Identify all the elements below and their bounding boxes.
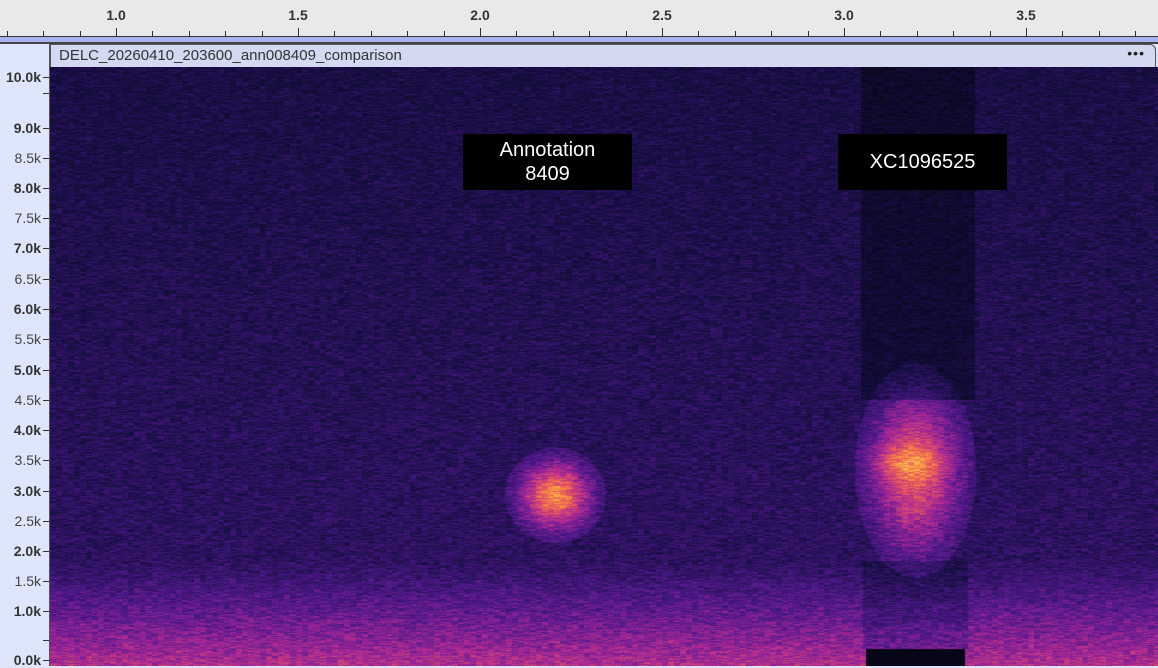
ruler-tick [516,31,518,36]
ruler-tick [698,31,700,36]
frequency-label: 2.0k [13,543,41,559]
frequency-tick [43,128,49,129]
frequency-tick [43,611,49,612]
frequency-label: 3.5k [14,452,41,468]
ruler-tick [552,31,554,36]
frequency-label: 0.0k [13,652,41,668]
frequency-tick [43,400,49,401]
frequency-tick [43,188,49,189]
frequency-label: 8.0k [13,180,41,196]
frequency-tick [43,430,49,431]
frequency-tick [43,218,49,219]
frequency-tick [43,158,49,159]
frequency-tick [43,248,49,249]
frequency-label: 1.5k [14,573,41,589]
frequency-label: 7.0k [13,240,41,256]
ruler-tick [261,31,263,36]
more-dots-icon[interactable]: ••• [1127,45,1145,61]
frequency-label: 9.0k [13,120,41,136]
frequency-label: 4.0k [13,422,41,438]
frequency-tick [43,460,49,461]
ruler-tick [370,31,372,36]
frequency-tick [43,93,49,94]
frequency-label: 6.0k [13,301,41,317]
frequency-tick [43,491,49,492]
ruler-tick [334,31,336,36]
frequency-label: 4.5k [14,392,41,408]
frequency-tick [43,521,49,522]
frequency-tick [43,581,49,582]
frequency-label: 5.5k [14,331,41,347]
ruler-tick [625,31,627,36]
ruler-tick [807,31,809,36]
frequency-label: 5.0k [13,362,41,378]
ruler-tick [916,31,918,36]
ruler-tick [152,31,154,36]
frequency-tick [43,370,49,371]
frequency-tick [43,640,49,641]
frequency-label: 7.5k [14,210,41,226]
ruler-tick [443,31,445,36]
timeline-selection-bar[interactable] [0,37,1158,44]
ruler-tick [43,31,45,36]
frequency-tick [43,279,49,280]
ruler-tick [589,31,591,36]
ruler-label: 1.0 [106,7,126,23]
ruler-tick [1135,31,1137,36]
frequency-tick [43,660,49,661]
frequency-axis: 10.0k 9.0k 8.5k 8.0k 7.5k 7.0k 6.5k 6.0k 5.5k 5.0… [0,44,50,668]
ruler-tick [1098,31,1100,36]
frequency-tick [43,551,49,552]
ruler-label: 2.5 [652,7,672,23]
ruler-tick [6,31,8,36]
ruler-tick [225,31,227,36]
ruler-tick [844,28,845,36]
ruler-tick [734,31,736,36]
annotation-label: Annotation 8409 [463,134,632,190]
ruler-label: 2.0 [470,7,490,23]
ruler-tick [116,28,117,36]
ruler-tick [880,31,882,36]
ruler-tick [953,31,955,36]
ruler-label: 3.0 [834,7,854,23]
frequency-tick [43,77,49,78]
ruler-tick [1026,28,1027,36]
frequency-label: 6.5k [14,271,41,287]
frequency-label: 2.5k [14,513,41,529]
ruler-label: 1.5 [288,7,308,23]
frequency-label: 3.0k [13,483,41,499]
ruler-tick [1062,31,1064,36]
ruler-tick [480,28,481,36]
frequency-label: 10.0k [5,69,41,85]
ruler-tick [771,31,773,36]
frequency-label: 8.5k [14,150,41,166]
annotation-label: XC1096525 [838,134,1007,190]
frequency-tick [43,309,49,310]
ruler-tick [188,31,190,36]
frequency-label: 1.0k [13,603,41,619]
ruler-tick [298,28,299,36]
timeline-ruler[interactable]: 1.0 1.5 2.0 2.5 3.0 3.5 [0,0,1158,37]
ruler-tick [662,28,663,36]
ruler-label: 3.5 [1016,7,1036,23]
frequency-tick [43,339,49,340]
ruler-tick [407,31,409,36]
track-name: DELC_20260410_203600_ann008409_compariso… [59,47,402,64]
ruler-tick [989,31,991,36]
ruler-tick [79,31,81,36]
track-header[interactable]: DELC_20260410_203600_ann008409_compariso… [50,44,1156,68]
